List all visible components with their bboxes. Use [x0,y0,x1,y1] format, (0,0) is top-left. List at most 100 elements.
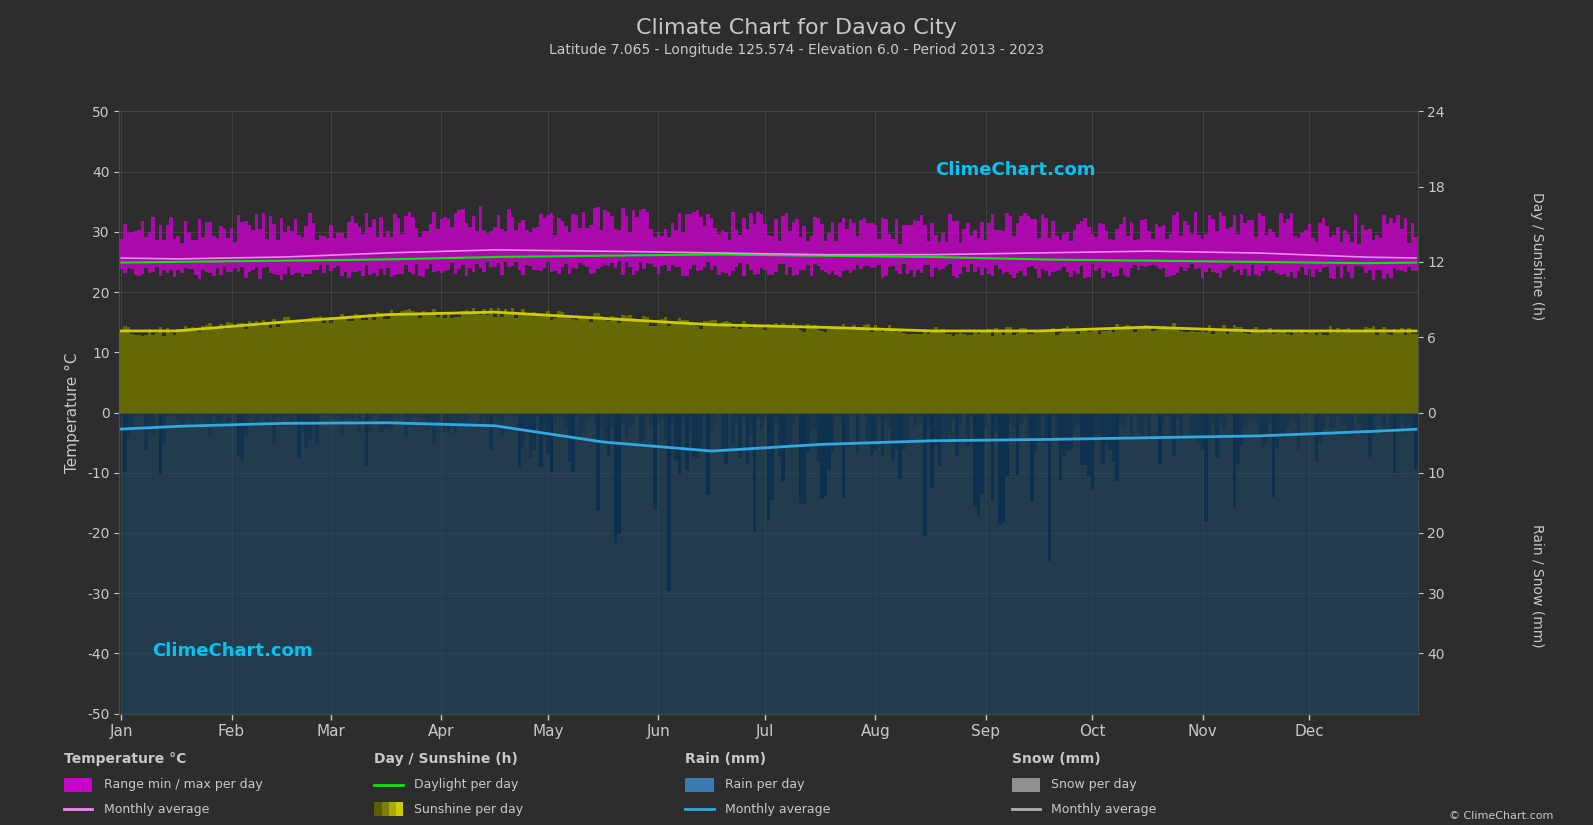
Bar [1126,325,1129,412]
Bar [792,222,795,276]
Bar [1400,328,1403,412]
Bar [749,328,752,412]
Bar [198,219,201,279]
Bar [393,214,397,276]
Bar [546,311,550,412]
Bar [212,412,215,416]
Bar [258,412,261,421]
Bar [1147,412,1152,440]
Bar [1236,233,1239,270]
Bar [1204,412,1207,521]
Bar [347,412,350,417]
Bar [529,233,532,266]
Bar [468,228,472,268]
Bar [639,210,642,262]
Bar [679,318,682,412]
Bar [212,236,215,276]
Bar [183,412,186,422]
Bar [1230,227,1233,266]
Bar [1389,412,1392,431]
Bar [1051,412,1055,417]
Bar [1365,230,1368,272]
Bar [959,333,962,412]
Bar [728,240,731,276]
Bar [1172,214,1176,275]
Bar [902,225,905,264]
Bar [379,412,382,433]
Bar [1077,224,1080,274]
Bar [511,309,515,412]
Bar [368,412,373,431]
Bar [999,230,1002,269]
Bar [126,412,131,438]
Bar [812,325,817,412]
Bar [599,230,604,267]
Bar [454,317,457,412]
Bar [347,223,350,278]
Bar [215,238,220,267]
Bar [1147,231,1152,266]
Bar [429,412,432,427]
Bar [1005,412,1008,476]
Bar [382,412,386,427]
Bar [714,229,717,266]
Bar [293,412,298,415]
Bar [1207,325,1211,412]
Bar [699,412,703,447]
Bar [1002,412,1005,522]
Bar [1407,243,1411,267]
Bar [1055,412,1058,436]
Bar [817,218,820,266]
Bar [1155,412,1158,413]
Bar [489,412,492,450]
Bar [757,324,760,412]
Bar [1340,412,1343,427]
Bar [131,232,134,269]
Bar [710,218,714,271]
Bar [1086,412,1091,476]
Bar [667,326,671,412]
Bar [1411,334,1415,412]
Bar [1389,335,1392,412]
Bar [941,329,945,412]
Bar [1225,412,1230,415]
Bar [241,222,244,267]
Bar [1329,326,1332,412]
Bar [1314,336,1317,412]
Bar [1077,412,1080,423]
Bar [553,412,558,422]
Bar [581,318,586,412]
Bar [682,233,685,276]
Bar [1034,332,1037,412]
Bar [1282,223,1286,274]
Bar [1325,225,1329,266]
Bar [789,412,792,443]
Bar [1346,328,1351,412]
Bar [347,321,350,412]
Bar [194,412,198,415]
Text: Day / Sunshine (h): Day / Sunshine (h) [374,752,518,766]
Bar [650,326,653,412]
Bar [166,412,169,417]
Bar [390,309,393,412]
Bar [1311,412,1314,413]
Bar [443,318,446,412]
Bar [706,412,710,495]
Bar [1268,412,1271,422]
Bar [1072,329,1077,412]
Bar [624,412,628,438]
Bar [706,214,710,262]
Bar [131,412,134,430]
Text: Rain per day: Rain per day [725,778,804,791]
Bar [1357,332,1360,412]
Bar [358,412,362,432]
Bar [1101,224,1106,278]
Bar [276,240,279,276]
Bar [365,320,368,412]
Bar [632,210,636,275]
Bar [1063,233,1066,266]
Bar [1158,329,1161,412]
Bar [1023,328,1026,412]
Bar [558,412,561,416]
Bar [632,412,636,426]
